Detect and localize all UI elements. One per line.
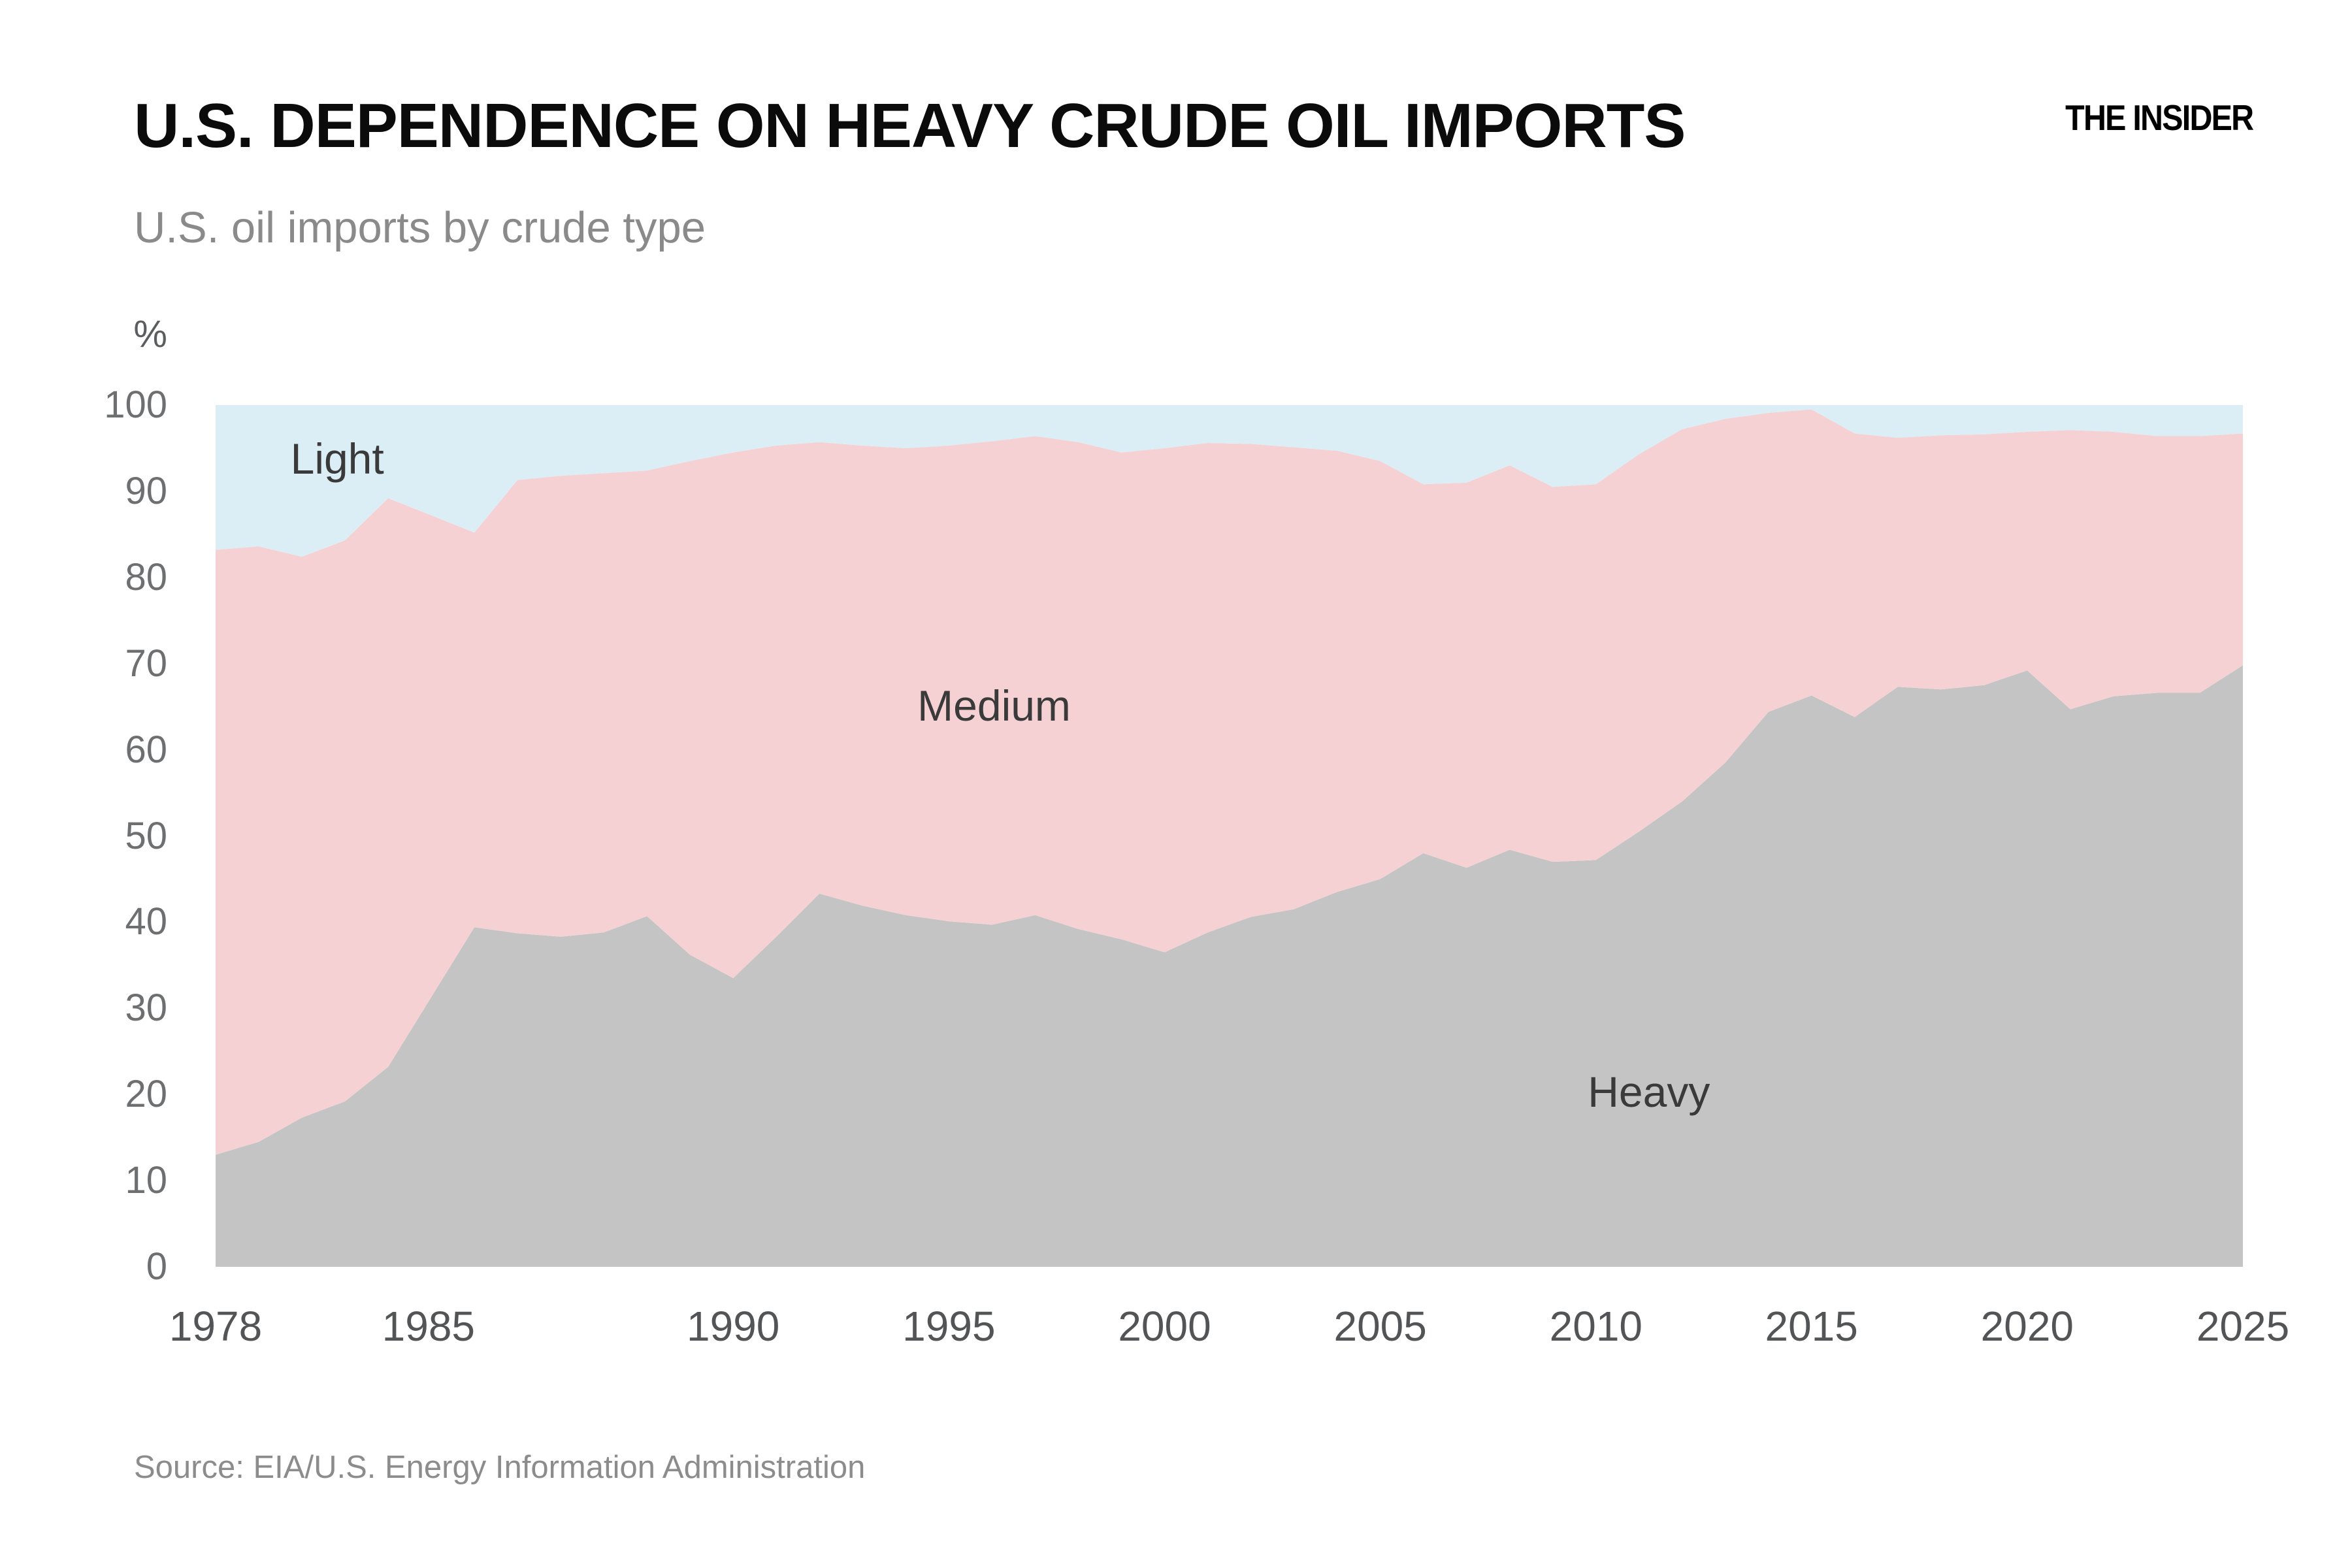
chart-subtitle: U.S. oil imports by crude type [134,203,706,252]
y-axis-unit-label: % [133,313,167,355]
y-tick-label-20: 20 [125,1073,167,1116]
area-chart-svg [216,405,2243,1267]
x-tick-label-2010: 2010 [1549,1303,1643,1350]
x-tick-label-2015: 2015 [1765,1303,1858,1350]
y-tick-label-0: 0 [146,1245,167,1288]
y-tick-label-60: 60 [125,728,167,771]
x-tick-label-1985: 1985 [382,1303,475,1350]
x-tick-label-1978: 1978 [169,1303,263,1350]
y-tick-label-90: 90 [125,469,167,512]
x-tick-label-1995: 1995 [902,1303,996,1350]
x-tick-label-2020: 2020 [1980,1303,2074,1350]
series-label-light: Light [290,434,384,483]
area-medium [216,409,2243,1155]
y-tick-label-100: 100 [104,384,167,426]
x-tick-label-2000: 2000 [1118,1303,1211,1350]
y-tick-label-50: 50 [125,814,167,857]
series-label-heavy: Heavy [1588,1068,1710,1117]
x-tick-label-2005: 2005 [1333,1303,1427,1350]
y-tick-label-30: 30 [125,987,167,1030]
x-tick-label-2025: 2025 [2196,1303,2290,1350]
area-heavy [216,665,2243,1267]
stacked-area-plot: Light Medium Heavy [216,405,2243,1267]
x-tick-label-1990: 1990 [687,1303,780,1350]
page-title: U.S. DEPENDENCE ON HEAVY CRUDE OIL IMPOR… [134,91,1686,161]
series-label-medium: Medium [917,681,1071,730]
y-tick-label-40: 40 [125,900,167,943]
y-tick-label-70: 70 [125,642,167,685]
area-light [216,405,2243,557]
y-tick-label-80: 80 [125,555,167,598]
publisher-logo: THE INSIDER [2065,97,2254,138]
source-attribution: Source: EIA/U.S. Energy Information Admi… [134,1450,866,1485]
y-tick-label-10: 10 [125,1159,167,1202]
